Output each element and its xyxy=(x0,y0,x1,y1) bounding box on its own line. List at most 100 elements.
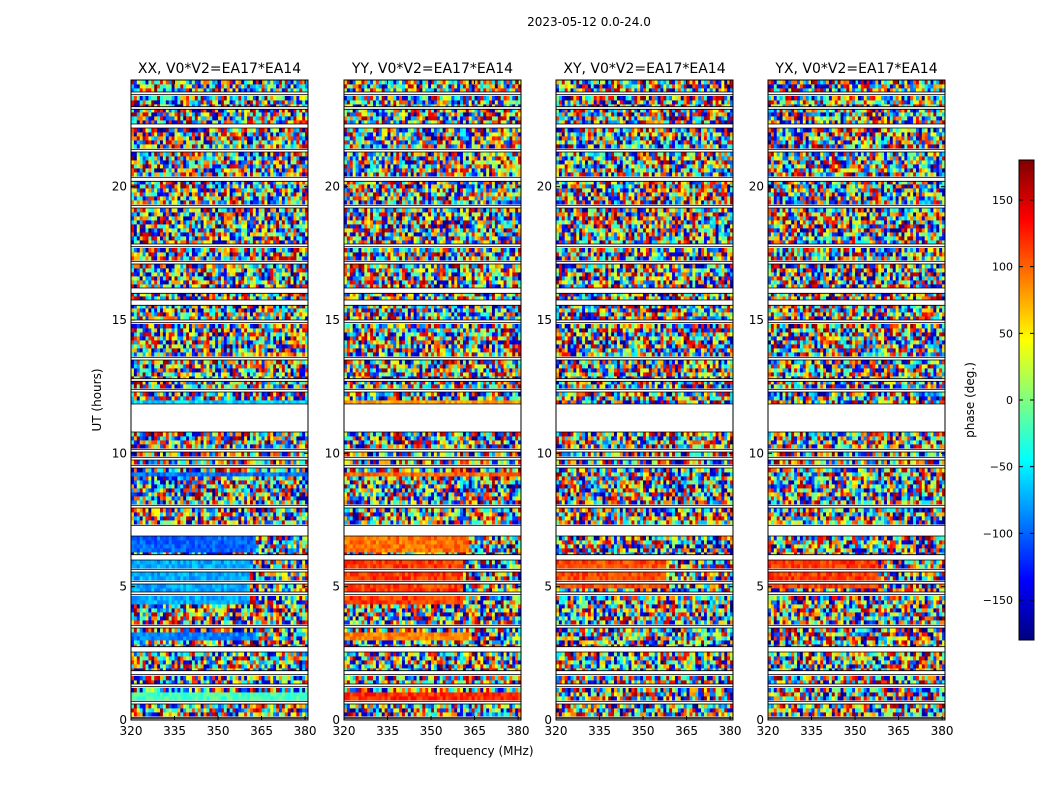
heatmap-cell xyxy=(247,328,251,333)
heatmap-cell xyxy=(261,304,265,309)
heatmap-cell xyxy=(247,536,251,541)
heatmap-cell xyxy=(249,660,254,665)
heatmap-cell xyxy=(226,604,231,609)
heatmap-cell xyxy=(157,480,161,485)
heatmap-cell xyxy=(235,668,239,673)
heatmap-cell xyxy=(203,664,207,669)
heatmap-cell xyxy=(215,332,219,337)
heatmap-cell xyxy=(264,584,268,589)
heatmap-cell xyxy=(197,520,202,525)
heatmap-cell xyxy=(148,644,152,649)
heatmap-cell xyxy=(249,440,254,445)
heatmap-cell xyxy=(212,480,216,485)
heatmap-cell xyxy=(212,628,216,633)
heatmap-cell xyxy=(270,636,274,641)
heatmap-cell xyxy=(281,316,286,321)
heatmap-cell xyxy=(174,564,178,569)
heatmap-cell xyxy=(270,372,274,377)
heatmap-cell xyxy=(247,492,251,497)
heatmap-cell xyxy=(302,432,306,437)
heatmap-cell xyxy=(281,548,286,553)
heatmap-cell xyxy=(284,548,289,553)
heatmap-cell xyxy=(249,380,254,385)
heatmap-cell xyxy=(284,348,289,353)
heatmap-cell xyxy=(258,276,262,281)
heatmap-cell xyxy=(284,340,289,345)
heatmap-cell xyxy=(284,520,289,525)
heatmap-cell xyxy=(171,324,175,329)
heatmap-cell xyxy=(290,704,294,709)
heatmap-cell xyxy=(235,520,239,525)
heatmap-cell xyxy=(293,696,297,701)
heatmap-cell xyxy=(258,472,262,477)
heatmap-cell xyxy=(232,572,236,577)
heatmap-cell xyxy=(133,292,138,297)
heatmap-cell xyxy=(203,324,207,329)
heatmap-cell xyxy=(267,508,271,513)
heatmap-cell xyxy=(252,396,257,401)
heatmap-cell xyxy=(241,312,245,317)
heatmap-cell xyxy=(200,480,204,485)
heatmap-cell xyxy=(200,520,204,525)
heatmap-cell xyxy=(255,472,260,477)
heatmap-cell xyxy=(209,444,213,449)
heatmap-cell xyxy=(183,696,187,701)
heatmap-cell xyxy=(151,620,155,625)
heatmap-cell xyxy=(183,708,187,713)
heatmap-cell xyxy=(223,536,228,541)
heatmap-cell xyxy=(258,668,262,673)
heatmap-cell xyxy=(180,708,184,713)
heatmap-cell xyxy=(249,676,254,681)
heatmap-cell xyxy=(278,564,283,569)
heatmap-cell xyxy=(215,688,219,693)
heatmap-cell xyxy=(232,712,236,717)
heatmap-cell xyxy=(209,476,213,481)
heatmap-cell xyxy=(218,284,222,289)
heatmap-cell xyxy=(255,616,260,621)
heatmap-cell xyxy=(276,596,280,601)
heatmap-cell xyxy=(284,304,289,309)
heatmap-cell xyxy=(157,336,161,341)
heatmap-cell xyxy=(186,596,190,601)
heatmap-cell xyxy=(151,708,155,713)
heatmap-cell xyxy=(183,336,187,341)
heatmap-cell xyxy=(273,304,277,309)
heatmap-cell xyxy=(270,640,274,645)
heatmap-cell xyxy=(296,620,300,625)
heatmap-cell xyxy=(281,608,286,613)
heatmap-cell xyxy=(241,548,245,553)
heatmap-cell xyxy=(290,564,294,569)
heatmap-cell xyxy=(183,596,187,601)
heatmap-cell xyxy=(154,540,158,545)
heatmap-cell xyxy=(284,336,289,341)
heatmap-cell xyxy=(281,596,286,601)
heatmap-cell xyxy=(206,640,210,645)
heatmap-cell xyxy=(299,312,303,317)
heatmap-cell xyxy=(200,636,204,641)
heatmap-cell xyxy=(273,488,277,493)
heatmap-cell xyxy=(276,668,280,673)
heatmap-cell xyxy=(189,296,193,301)
heatmap-cell xyxy=(226,540,231,545)
heatmap-cell xyxy=(223,392,228,397)
heatmap-cell xyxy=(203,364,207,369)
heatmap-cell xyxy=(215,548,219,553)
heatmap-cell xyxy=(148,520,152,525)
heatmap-cell xyxy=(177,328,181,333)
heatmap-cell xyxy=(223,280,228,285)
heatmap-cell xyxy=(267,376,271,381)
heatmap-cell xyxy=(264,632,268,637)
heatmap-cell xyxy=(183,508,187,513)
heatmap-cell xyxy=(305,664,308,669)
heatmap-cell xyxy=(162,364,167,369)
heatmap-cell xyxy=(200,468,204,473)
heatmap-cell xyxy=(168,460,173,465)
heatmap-cell xyxy=(142,564,146,569)
heatmap-cell xyxy=(174,468,178,473)
heatmap-cell xyxy=(273,380,277,385)
heatmap-cell xyxy=(148,460,152,465)
heatmap-cell xyxy=(186,336,190,341)
heatmap-cell xyxy=(220,600,225,605)
heatmap-cell xyxy=(206,708,210,713)
heatmap-cell xyxy=(267,692,271,697)
